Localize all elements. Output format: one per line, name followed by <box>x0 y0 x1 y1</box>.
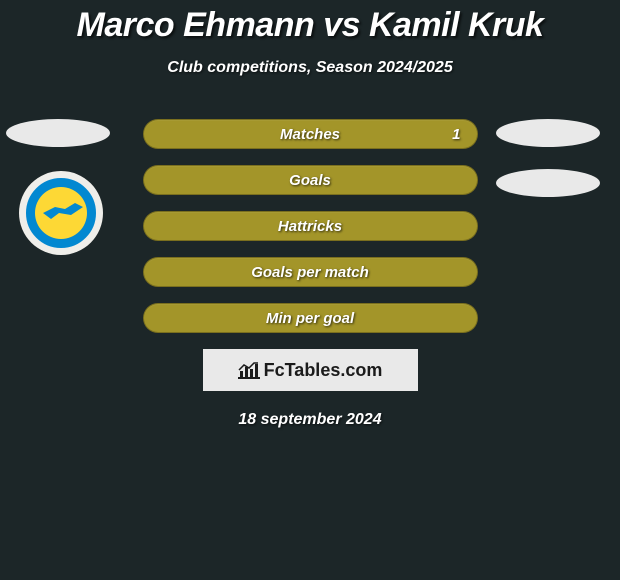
stat-value-right: 1 <box>452 120 460 148</box>
club-badge-left <box>19 171 103 255</box>
stat-label: Goals per match <box>144 258 477 286</box>
stat-bar-hattricks: Hattricks <box>143 211 478 241</box>
player-right-placeholder-2 <box>496 169 600 197</box>
stat-label: Matches <box>144 120 477 148</box>
subtitle: Club competitions, Season 2024/2025 <box>0 59 620 77</box>
source-attribution[interactable]: FcTables.com <box>203 349 418 391</box>
stat-bars: Matches 1 Goals Hattricks Goals per matc… <box>143 119 478 333</box>
bar-chart-icon <box>238 361 260 379</box>
stat-bar-matches: Matches 1 <box>143 119 478 149</box>
source-label: FcTables.com <box>264 360 383 381</box>
player-left-placeholder <box>6 119 110 147</box>
stat-label: Goals <box>144 166 477 194</box>
player-right-placeholder-1 <box>496 119 600 147</box>
stat-bar-goals-per-match: Goals per match <box>143 257 478 287</box>
snapshot-date: 18 september 2024 <box>0 411 620 429</box>
stat-bar-min-per-goal: Min per goal <box>143 303 478 333</box>
club-badge-icon <box>26 178 96 248</box>
stat-label: Min per goal <box>144 304 477 332</box>
stat-label: Hattricks <box>144 212 477 240</box>
comparison-content: Matches 1 Goals Hattricks Goals per matc… <box>0 119 620 429</box>
page-title: Marco Ehmann vs Kamil Kruk <box>0 0 620 45</box>
stat-bar-goals: Goals <box>143 165 478 195</box>
